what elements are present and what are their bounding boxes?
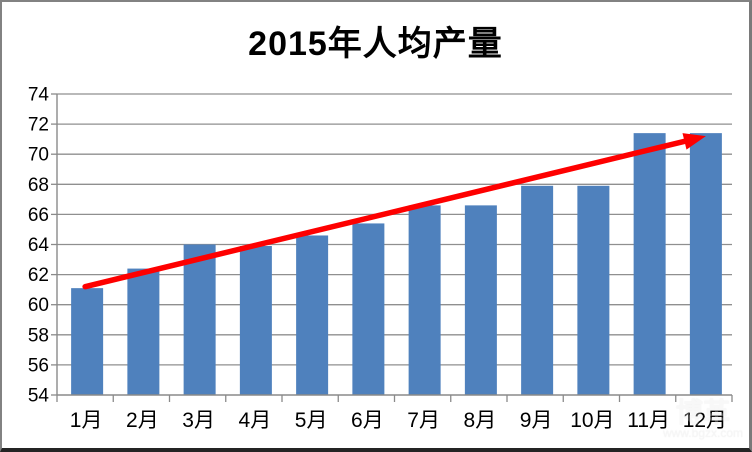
x-axis-label: 2月 xyxy=(126,409,159,432)
y-axis-label: 74 xyxy=(28,84,50,105)
bar xyxy=(521,185,554,395)
bar xyxy=(464,205,497,395)
bar xyxy=(633,133,666,395)
trend-arrow-head xyxy=(682,133,706,150)
x-axis-label: 5月 xyxy=(295,409,328,432)
x-axis-label: 9月 xyxy=(520,409,553,432)
x-axis-label: 8月 xyxy=(464,409,497,432)
bar xyxy=(689,133,722,395)
y-axis-label: 64 xyxy=(28,235,50,256)
bar xyxy=(296,235,329,395)
x-axis-label: 12月 xyxy=(683,409,727,432)
chart-title: 2015年人均产量 xyxy=(248,25,503,63)
x-axis-label: 11月 xyxy=(627,409,670,432)
x-axis-label: 1月 xyxy=(70,409,103,432)
y-axis-label: 56 xyxy=(28,355,49,376)
x-axis-label: 4月 xyxy=(239,409,272,432)
bar xyxy=(71,288,104,395)
bar xyxy=(352,223,385,395)
y-axis-label: 68 xyxy=(28,175,49,196)
y-axis-label: 60 xyxy=(28,295,49,316)
bar xyxy=(127,268,160,395)
x-axis-label: 6月 xyxy=(351,409,384,432)
x-axis-label: 7月 xyxy=(407,409,440,432)
y-axis-label: 70 xyxy=(28,145,49,166)
bar xyxy=(408,205,441,395)
x-axis-label: 10月 xyxy=(570,409,614,432)
y-axis-label: 62 xyxy=(28,265,49,286)
bar xyxy=(577,185,610,395)
x-axis-label: 3月 xyxy=(182,409,215,432)
y-axis-label: 54 xyxy=(28,385,50,406)
y-axis-label: 72 xyxy=(28,115,49,136)
trend-arrow-line xyxy=(82,137,693,290)
bar xyxy=(239,246,272,395)
y-axis-label: 66 xyxy=(28,205,49,226)
bar xyxy=(183,244,216,395)
y-axis-label: 58 xyxy=(28,325,49,346)
